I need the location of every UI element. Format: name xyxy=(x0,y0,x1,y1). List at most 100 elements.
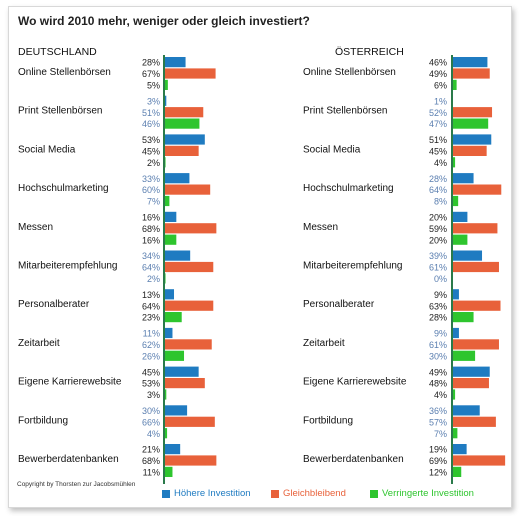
bar-lower-at xyxy=(452,312,474,323)
data-label-higher-de: 45% xyxy=(142,367,160,377)
data-label-lower-at: 47% xyxy=(429,119,447,129)
category-label-de: Zeitarbeit xyxy=(18,338,60,349)
category-label-at: Messen xyxy=(303,222,338,233)
data-label-higher-at: 9% xyxy=(434,329,447,339)
bar-same-de xyxy=(164,455,217,466)
category-label-de: Fortbildung xyxy=(18,415,68,426)
data-label-same-at: 45% xyxy=(429,147,447,157)
data-label-lower-at: 6% xyxy=(434,81,447,91)
category-label-at: Mitarbeiterempfehlung xyxy=(303,261,403,272)
data-label-same-de: 64% xyxy=(142,263,160,273)
category-label-de: Mitarbeiterempfehlung xyxy=(18,261,118,272)
legend-label-higher: Höhere Investition xyxy=(174,488,251,499)
data-label-lower-de: 3% xyxy=(147,390,160,400)
bar-same-de xyxy=(164,68,216,79)
category-label-de: Online Stellenbörsen xyxy=(18,67,111,78)
data-label-higher-at: 9% xyxy=(434,290,447,300)
data-label-lower-de: 16% xyxy=(142,235,160,245)
data-label-lower-de: 26% xyxy=(142,351,160,361)
bar-higher-de xyxy=(164,289,175,300)
data-label-same-at: 49% xyxy=(429,69,447,79)
bar-higher-de xyxy=(164,173,190,184)
bar-higher-de xyxy=(164,250,191,261)
bar-same-de xyxy=(164,223,217,234)
bar-lower-at xyxy=(452,234,468,245)
panel-title-at: ÖSTERREICH xyxy=(335,46,404,58)
legend-swatch-lower xyxy=(370,489,378,498)
data-label-higher-at: 51% xyxy=(429,135,447,145)
data-label-lower-at: 4% xyxy=(434,158,447,168)
bar-higher-de xyxy=(164,211,177,222)
data-label-same-de: 66% xyxy=(142,417,160,427)
data-label-same-at: 48% xyxy=(429,379,447,389)
bar-higher-de xyxy=(164,366,199,377)
bar-lower-at xyxy=(452,195,459,207)
bar-same-at xyxy=(452,223,498,234)
category-label-de: Personalberater xyxy=(18,299,90,310)
category-label-at: Fortbildung xyxy=(303,415,353,426)
data-label-lower-at: 0% xyxy=(434,274,447,284)
category-label-de: Print Stellenbörsen xyxy=(18,106,103,117)
data-label-lower-at: 8% xyxy=(434,197,447,207)
data-label-lower-de: 11% xyxy=(143,468,160,478)
data-label-same-at: 69% xyxy=(429,456,447,466)
legend-label-lower: Verringerte Investition xyxy=(382,488,474,499)
data-label-higher-de: 3% xyxy=(147,96,160,106)
bar-lower-de xyxy=(164,350,185,361)
category-label-at: Social Media xyxy=(303,144,361,155)
category-label-de: Eigene Karrierewebsite xyxy=(18,377,122,388)
data-label-lower-de: 4% xyxy=(147,429,160,439)
data-label-same-at: 61% xyxy=(429,263,447,273)
data-label-higher-de: 30% xyxy=(142,406,160,416)
bar-higher-at xyxy=(452,289,459,300)
data-label-higher-at: 36% xyxy=(429,406,447,416)
bar-lower-at xyxy=(452,466,462,477)
data-label-higher-de: 53% xyxy=(142,135,160,145)
data-label-same-de: 51% xyxy=(142,108,160,118)
bar-lower-de xyxy=(164,466,173,477)
category-label-at: Online Stellenbörsen xyxy=(303,67,396,78)
bar-same-de xyxy=(164,107,204,118)
bar-higher-at xyxy=(452,444,467,455)
bar-lower-de xyxy=(164,389,167,400)
bar-lower-de xyxy=(164,118,200,129)
bar-same-de xyxy=(164,145,199,156)
bar-lower-at xyxy=(452,157,456,168)
bar-higher-de xyxy=(164,57,186,68)
bar-higher-de xyxy=(164,327,173,339)
bar-higher-at xyxy=(452,211,468,222)
data-label-same-de: 60% xyxy=(142,185,160,195)
bar-higher-at xyxy=(452,250,483,261)
data-label-same-at: 52% xyxy=(429,108,447,118)
bar-same-at xyxy=(452,455,506,466)
data-label-higher-at: 1% xyxy=(434,96,447,106)
data-label-higher-de: 33% xyxy=(142,174,160,184)
data-label-higher-at: 39% xyxy=(429,251,447,261)
data-label-lower-at: 12% xyxy=(429,468,447,478)
category-label-de: Bewerberdatenbanken xyxy=(18,454,119,465)
data-label-lower-at: 4% xyxy=(434,390,447,400)
legend-swatch-higher xyxy=(162,489,170,498)
data-label-lower-de: 7% xyxy=(147,197,160,207)
bar-higher-de xyxy=(164,444,181,455)
data-label-higher-de: 16% xyxy=(142,213,160,223)
bar-same-at xyxy=(452,300,501,311)
data-label-same-de: 62% xyxy=(142,340,160,350)
bar-higher-at xyxy=(452,134,492,145)
bar-lower-at xyxy=(452,428,458,439)
data-label-same-at: 57% xyxy=(429,417,447,427)
bar-lower-at xyxy=(452,118,489,129)
bar-lower-at xyxy=(452,389,456,400)
data-label-lower-de: 23% xyxy=(142,313,160,323)
panel-title-de: DEUTSCHLAND xyxy=(18,46,97,58)
bar-same-de xyxy=(164,378,205,389)
data-label-same-de: 68% xyxy=(142,224,160,234)
data-label-higher-de: 13% xyxy=(142,290,160,300)
data-label-same-at: 61% xyxy=(429,340,447,350)
bar-same-at xyxy=(452,416,496,427)
category-label-de: Messen xyxy=(18,222,53,233)
category-label-at: Bewerberdatenbanken xyxy=(303,454,404,465)
data-label-same-de: 53% xyxy=(142,379,160,389)
data-label-lower-de: 2% xyxy=(147,158,160,168)
